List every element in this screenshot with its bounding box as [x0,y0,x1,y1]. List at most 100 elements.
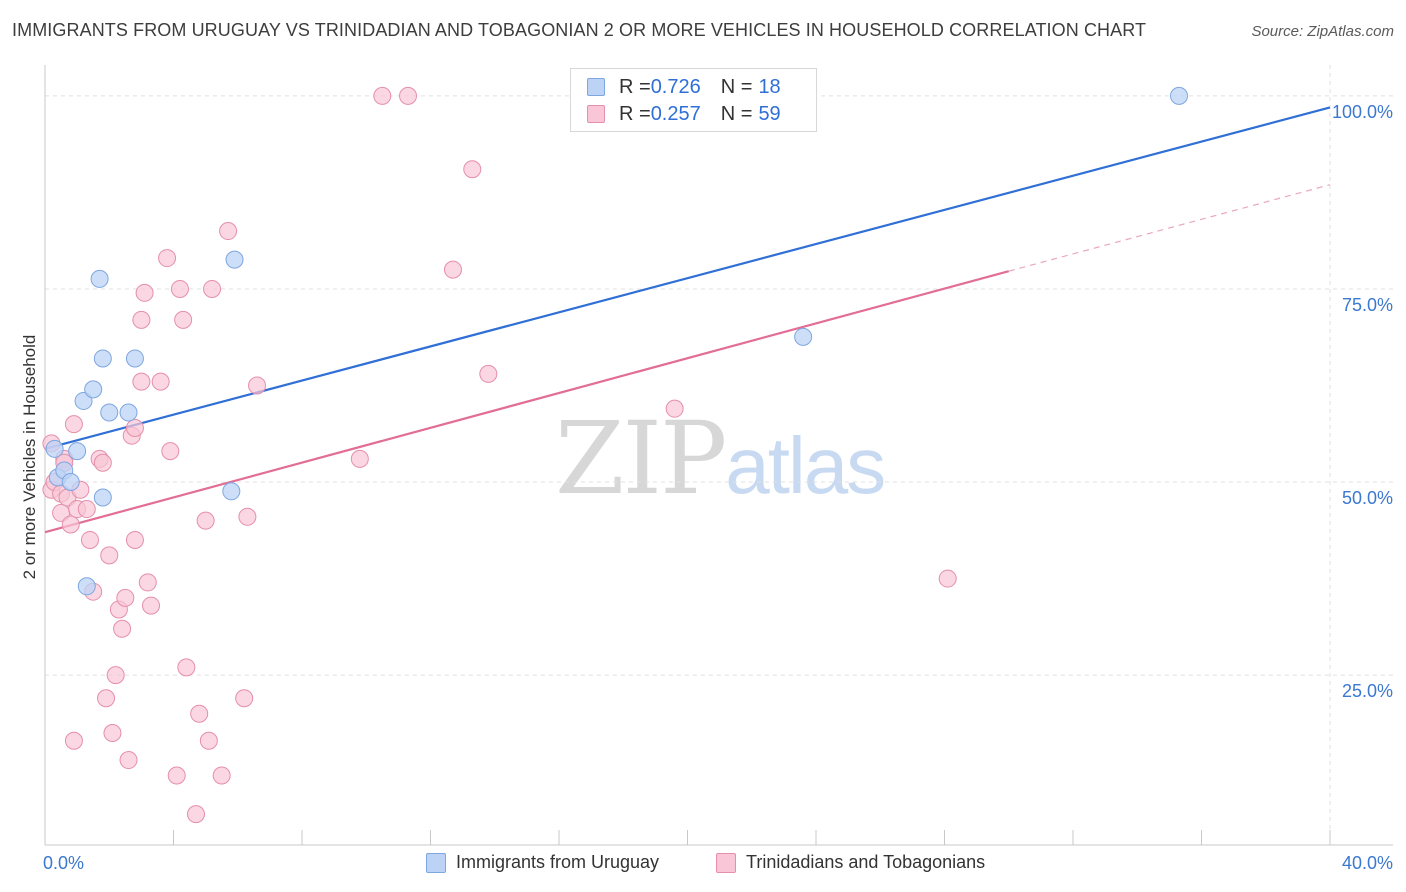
point-trinidad-21 [113,619,132,638]
bottom-legend-swatch-blue [426,852,446,873]
bottom-legend-label-trinidad: Trinidadians and Tobagonians [746,852,986,872]
legend-row-uruguay: R = 0.726 N = 18 [587,75,781,99]
legend-n-label: N = [720,75,753,98]
point-uruguay-13 [77,577,96,596]
point-trinidad-42 [199,731,218,750]
x-tick-label-right: 40.0% [1342,853,1393,873]
point-trinidad-25 [125,418,144,437]
y-tick-label-75: 75.0% [1342,295,1393,315]
point-uruguay-15 [222,482,241,501]
bottom-legend-swatch-pink [716,852,736,873]
watermark-atlas: atlas [725,421,886,510]
point-trinidad-31 [142,596,161,615]
point-trinidad-28 [132,310,151,329]
point-uruguay-9 [93,488,112,507]
point-uruguay-17 [1170,86,1189,105]
point-trinidad-39 [186,805,205,824]
point-trinidad-11 [77,500,96,519]
point-trinidad-37 [174,310,193,329]
axis-layer [44,65,1393,846]
legend-row-trinidad: R = 0.257 N = 59 [587,102,781,126]
point-trinidad-30 [138,573,157,592]
point-trinidad-48 [248,376,267,395]
point-trinidad-7 [61,515,80,534]
point-trinidad-52 [443,260,462,279]
point-trinidad-41 [196,511,215,530]
y-tick-label-100: 100.0% [1332,102,1393,122]
point-uruguay-0 [45,439,64,458]
point-trinidad-47 [238,507,257,526]
legend-swatch-blue [587,78,605,96]
point-trinidad-57 [64,731,83,750]
trend-line-uruguay [44,106,1331,450]
trend-line-trinidad-extension [1008,184,1331,272]
point-trinidad-56 [938,569,957,588]
chart-title: IMMIGRANTS FROM URUGUAY VS TRINIDADIAN A… [12,20,1147,40]
source-credit: Source: ZipAtlas.com [1251,23,1394,40]
point-trinidad-12 [80,530,99,549]
point-trinidad-8 [64,415,83,434]
point-trinidad-54 [479,364,498,383]
point-trinidad-40 [190,704,209,723]
point-trinidad-44 [212,766,231,785]
point-trinidad-49 [350,449,369,468]
zipatlas-watermark: ZIPatlas [555,400,886,517]
point-uruguay-3 [61,473,80,492]
point-trinidad-23 [119,751,138,770]
point-trinidad-45 [219,222,238,241]
point-uruguay-6 [84,380,103,399]
x-tick-label-left: 0.0% [43,853,84,873]
point-trinidad-32 [151,372,170,391]
point-uruguay-14 [225,250,244,269]
point-trinidad-17 [100,546,119,565]
point-uruguay-16 [794,327,813,346]
legend-n-label: N = [720,102,753,125]
point-trinidad-34 [161,442,180,461]
bottom-legend-trinidad[interactable]: Trinidadians and Tobagonians [716,852,985,873]
y-tick-label-50: 50.0% [1342,488,1393,508]
point-uruguay-10 [100,403,119,422]
tick-label-layer: 25.0% 50.0% 75.0% 100.0% 0.0% 40.0% [43,102,1393,873]
point-trinidad-38 [177,658,196,677]
watermark-zip: ZIP [555,400,727,517]
point-trinidad-18 [103,724,122,743]
point-uruguay-4 [68,442,87,461]
point-trinidad-46 [235,689,254,708]
points-layer [42,86,1189,824]
point-trinidad-35 [167,766,186,785]
point-trinidad-43 [203,279,222,298]
legend-r-value: 0.257 [650,102,701,125]
point-uruguay-12 [125,349,144,368]
y-tick-label-25: 25.0% [1342,681,1393,701]
point-uruguay-7 [90,269,109,288]
point-trinidad-29 [135,283,154,302]
point-trinidad-51 [399,86,418,105]
y-axis-label: 2 or more Vehicles in Household [20,334,39,580]
legend-swatch-pink [587,105,605,123]
point-trinidad-36 [170,279,189,298]
point-trinidad-27 [132,372,151,391]
point-uruguay-5 [74,391,93,410]
point-trinidad-55 [665,399,684,418]
legend-n-value: 18 [758,75,781,98]
point-trinidad-33 [158,249,177,268]
point-trinidad-53 [463,160,482,179]
point-uruguay-11 [119,403,138,422]
point-uruguay-8 [93,349,112,368]
point-trinidad-22 [116,588,135,607]
legend-r-label: R = [619,75,651,98]
point-trinidad-26 [125,530,144,549]
trend-line-trinidad [44,270,1010,534]
legend-r-value: 0.726 [650,75,701,98]
grid-layer [45,65,1393,845]
trend-layer [44,106,1331,534]
legend-r-label: R = [619,102,651,125]
correlation-legend: R = 0.726 N = 18 R = 0.257 N = 59 [570,68,817,132]
point-trinidad-15 [93,453,112,472]
bottom-legend-uruguay[interactable]: Immigrants from Uruguay [426,852,659,873]
bottom-legend-label-uruguay: Immigrants from Uruguay [456,852,660,872]
point-trinidad-19 [106,666,125,685]
legend-n-value: 59 [758,102,781,125]
point-trinidad-50 [373,86,392,105]
